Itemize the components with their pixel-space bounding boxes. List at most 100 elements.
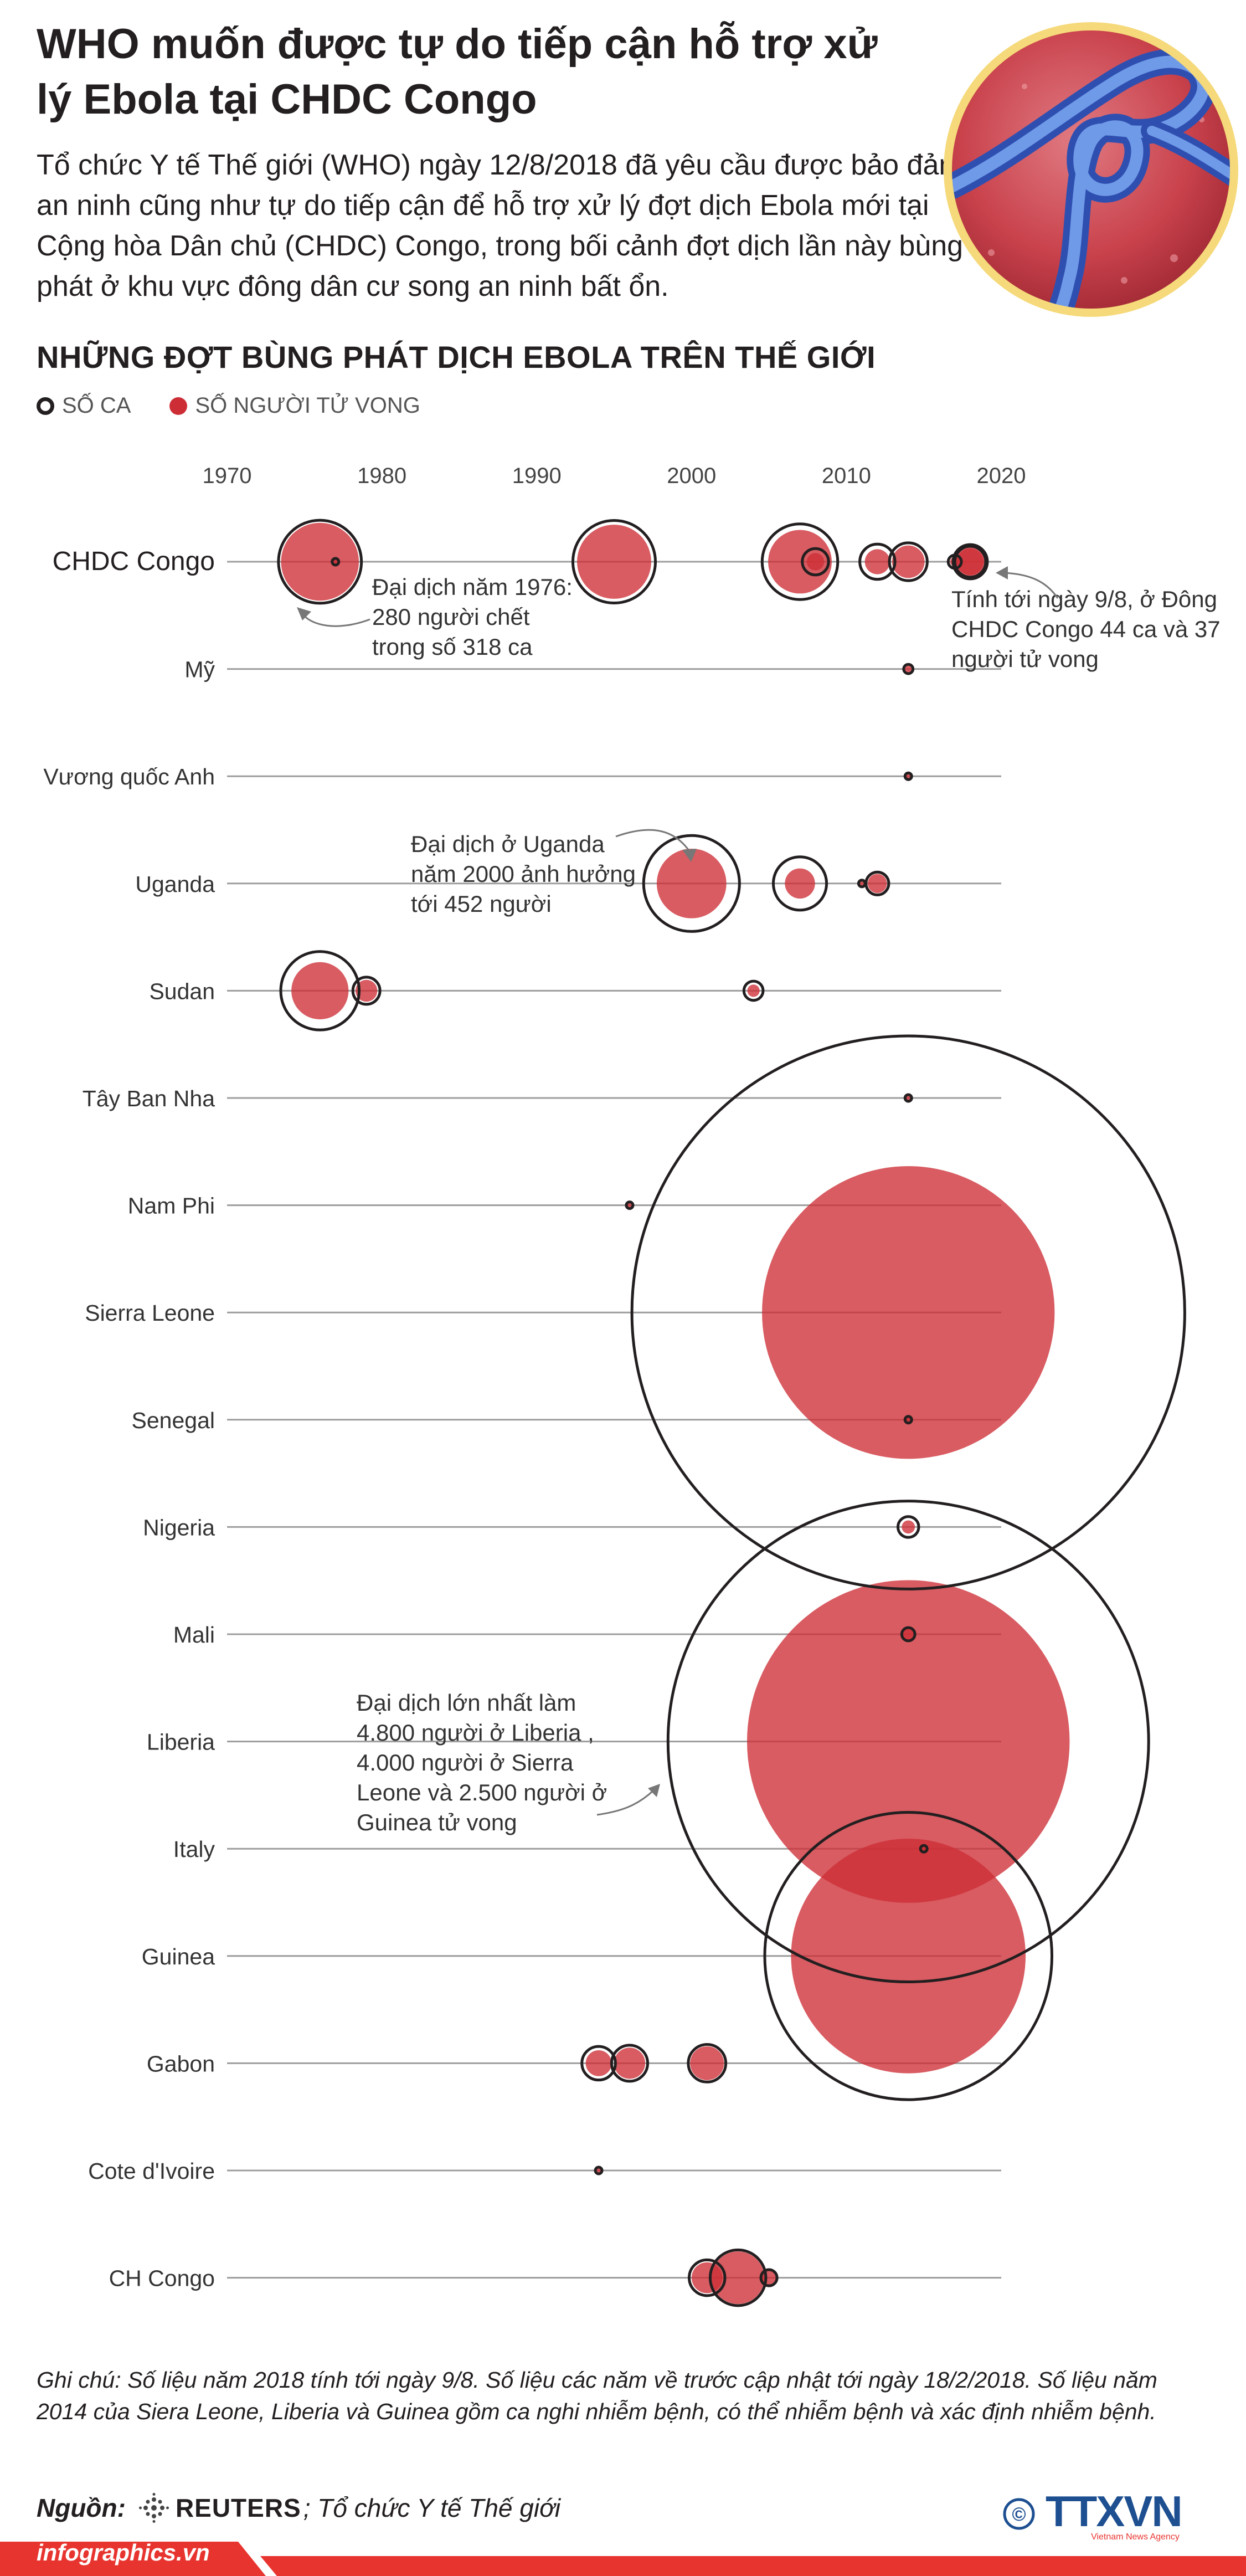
death-bubble bbox=[762, 1166, 1055, 1459]
death-bubble bbox=[785, 868, 815, 899]
row-label-m-: Mỹ bbox=[184, 657, 215, 683]
source-rest: ; Tổ chức Y tế Thế giới bbox=[303, 2493, 561, 2522]
legend-deaths-label: SỐ NGƯỜI TỬ VONG bbox=[195, 393, 420, 418]
annotation-uganda2000-arrow-line bbox=[615, 829, 691, 853]
case-bubble bbox=[594, 2166, 604, 2175]
death-bubble bbox=[905, 665, 912, 673]
x-tick-label-2000: 2000 bbox=[667, 464, 716, 488]
annotation-uganda2000-line: năm 2000 ảnh hưởng bbox=[411, 861, 636, 887]
row-label-senegal: Senegal bbox=[132, 1408, 215, 1433]
ttxvn-logo: © TTXVN Vietnam News Agency bbox=[1003, 2487, 1183, 2542]
legend: SỐ CA SỐ NGƯỜI TỬ VONG bbox=[37, 393, 459, 418]
row-label-ch-congo: CH Congo bbox=[109, 2266, 215, 2291]
row-label-nam-phi: Nam Phi bbox=[128, 1193, 215, 1219]
death-bubble bbox=[956, 547, 985, 576]
case-bubble bbox=[771, 855, 828, 912]
source-line: Nguồn: REUTERS ; Tổ chức Y tế Thế giới bbox=[37, 2493, 560, 2523]
annotation-congo1976-arrow-line bbox=[301, 612, 370, 627]
death-bubble bbox=[690, 2046, 724, 2080]
annotation-uganda2000-arrow-head bbox=[682, 849, 697, 862]
legend-deaths: SỐ NGƯỜI TỬ VONG bbox=[169, 393, 420, 418]
case-bubble bbox=[903, 1415, 913, 1425]
case-bubble bbox=[801, 547, 830, 577]
x-tick-label-2020: 2020 bbox=[977, 464, 1026, 488]
source-agency: REUTERS bbox=[175, 2493, 301, 2522]
case-bubble bbox=[763, 1811, 1054, 2101]
death-bubble bbox=[585, 2050, 612, 2076]
ebola-virus-image bbox=[944, 22, 1238, 317]
death-bubble bbox=[791, 1839, 1026, 2074]
annotation-westafrica2014-arrow-head bbox=[648, 1784, 660, 1797]
annotation-congo1976-line: trong số 318 ca bbox=[372, 634, 533, 660]
annotation-westafrica2014-arrow-line bbox=[596, 1789, 655, 1816]
annotation-congo2018-line: Tính tới ngày 9/8, ở Đông bbox=[951, 586, 1217, 612]
death-bubble bbox=[806, 553, 825, 571]
row-label-guinea: Guinea bbox=[142, 1944, 215, 1969]
annotation-westafrica2014-line: 4.800 người ở Liberia , bbox=[357, 1720, 594, 1746]
ttxvn-logo-subtitle: Vietnam News Agency bbox=[1091, 2532, 1180, 2542]
footer-bar bbox=[0, 2542, 1246, 2576]
death-bubble bbox=[656, 848, 727, 918]
annotation-uganda2000-line: tới 452 người bbox=[411, 891, 552, 917]
death-bubble bbox=[614, 2048, 646, 2079]
x-tick-label-2010: 2010 bbox=[822, 464, 871, 488]
row-label-sierra-leone: Sierra Leone bbox=[85, 1300, 215, 1326]
legend-cases: SỐ CA bbox=[37, 393, 131, 418]
death-bubble bbox=[864, 549, 890, 574]
ttxvn-logo-text: TTXVN bbox=[1046, 2487, 1182, 2536]
case-bubble bbox=[953, 545, 987, 579]
legend-deaths-dot-icon bbox=[169, 397, 188, 415]
case-bubble bbox=[951, 543, 989, 581]
case-bubble bbox=[946, 553, 963, 570]
annotation-westafrica2014-line: Đại dịch lớn nhất làm bbox=[357, 1690, 576, 1716]
case-bubble bbox=[277, 519, 363, 605]
footer-site: infographics.vn bbox=[37, 2539, 210, 2565]
death-bubble bbox=[291, 962, 349, 1020]
case-bubble bbox=[687, 2258, 727, 2297]
death-bubble bbox=[746, 1580, 1070, 1903]
row-label-mali: Mali bbox=[173, 1622, 215, 1648]
legend-cases-ring-icon bbox=[37, 397, 54, 415]
death-bubble bbox=[691, 2262, 723, 2293]
death-bubble bbox=[868, 874, 887, 894]
case-bubble bbox=[279, 950, 361, 1032]
death-bubble bbox=[712, 2251, 765, 2305]
page-title: WHO muốn được tự do tiếp cận hỗ trợ xử l… bbox=[37, 20, 878, 123]
case-bubble bbox=[896, 1515, 920, 1539]
case-bubble bbox=[630, 1034, 1186, 1590]
row-label-gabon: Gabon bbox=[147, 2051, 215, 2076]
copyright-mark: © bbox=[1012, 2504, 1026, 2525]
source-label: Nguồn: bbox=[37, 2493, 126, 2522]
case-bubble bbox=[919, 1844, 929, 1854]
row-label-chdc-congo: CHDC Congo bbox=[53, 547, 215, 576]
annotation-congo1976-line: 280 người chết bbox=[372, 604, 530, 630]
row-label-italy: Italy bbox=[173, 1836, 215, 1862]
case-bubble bbox=[351, 976, 382, 1006]
x-tick-label-1990: 1990 bbox=[512, 464, 562, 488]
annotation-congo1976-line: Đại dịch năm 1976: bbox=[372, 574, 573, 600]
death-bubble bbox=[892, 545, 925, 578]
x-tick-label-1980: 1980 bbox=[357, 464, 406, 488]
case-bubble bbox=[900, 1626, 917, 1643]
chart-title: NHỮNG ĐỢT BÙNG PHÁT DỊCH EBOLA TRÊN THẾ … bbox=[37, 340, 876, 374]
annotation-westafrica2014-line: Leone và 2.500 người ở bbox=[357, 1779, 607, 1805]
row-label-nigeria: Nigeria bbox=[143, 1515, 215, 1540]
annotation-congo1976-arrow-head bbox=[297, 607, 311, 620]
case-bubble bbox=[760, 522, 840, 601]
row-label-sudan: Sudan bbox=[149, 978, 215, 1004]
case-bubble bbox=[902, 663, 915, 675]
annotation-congo2018-line: người tử vong bbox=[951, 646, 1099, 672]
case-bubble bbox=[331, 557, 341, 567]
case-bubble bbox=[625, 1200, 635, 1210]
case-bubble bbox=[708, 2248, 768, 2307]
death-bubble bbox=[921, 1846, 926, 1851]
case-bubble bbox=[642, 834, 741, 933]
death-bubble bbox=[906, 774, 911, 779]
death-bubble bbox=[768, 530, 832, 594]
row-label-cote-d-ivoire: Cote d'Ivoire bbox=[88, 2158, 215, 2184]
case-bubble bbox=[888, 541, 929, 582]
intro-paragraph: Tổ chức Y tế Thế giới (WHO) ngày 12/8/20… bbox=[37, 149, 964, 302]
case-bubble bbox=[666, 1500, 1150, 1984]
annotation-congo2018-arrow-head bbox=[996, 566, 1008, 579]
